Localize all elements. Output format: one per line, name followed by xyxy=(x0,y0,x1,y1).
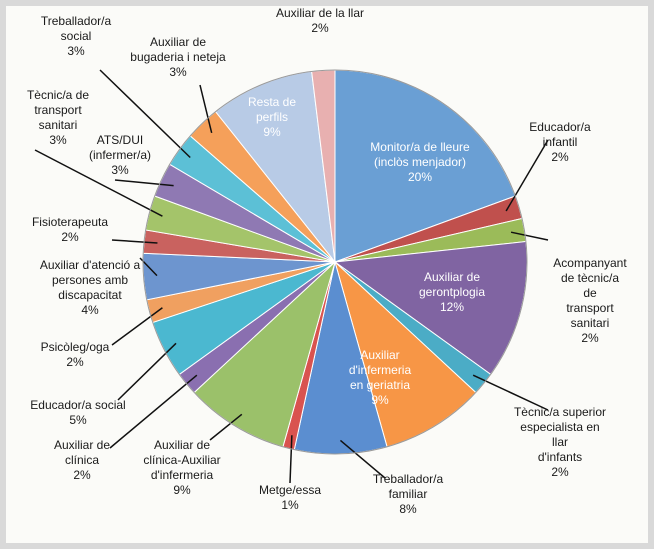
leader-line xyxy=(339,439,386,479)
category-name: Metge/essa xyxy=(258,483,322,497)
category-name: Educador/a infantil xyxy=(529,120,591,149)
slice-label: Educador/a infantil 2% xyxy=(513,120,607,165)
leader-line xyxy=(34,149,163,217)
value-label: 2% xyxy=(66,355,84,369)
leader-line xyxy=(114,179,174,187)
category-name: Treballador/a social xyxy=(40,14,112,43)
leader-line xyxy=(510,231,549,241)
value-label: 9% xyxy=(371,393,389,407)
slice-label: Tècnic/a superior especialista en llar d… xyxy=(513,405,607,480)
leader-line xyxy=(111,239,158,244)
slice-label: Auxiliar de gerontplogia 12% xyxy=(419,270,485,315)
category-name: Fisioterapeuta xyxy=(31,215,109,229)
category-name: Tècnic/a superior especialista en llar d… xyxy=(513,405,607,464)
value-label: 3% xyxy=(67,44,85,58)
slice-label: Auxiliar d'infermeria en geriatria 9% xyxy=(349,348,411,408)
value-label: 2% xyxy=(311,21,329,35)
category-name: ATS/DUI (infermer/a) xyxy=(88,133,152,162)
category-name: Tècnic/a de transport sanitari xyxy=(26,88,90,132)
category-name: Resta de perfils xyxy=(247,95,297,124)
slice-label: Auxiliar de la llar 2% xyxy=(276,6,364,36)
leader-line xyxy=(117,342,177,401)
value-label: 2% xyxy=(551,150,569,164)
pie-edge xyxy=(142,69,528,455)
slice-label: Acompanyant de tècnic/a de transport san… xyxy=(553,256,626,346)
slice-label: Auxiliar de bugaderia i neteja 3% xyxy=(130,35,225,80)
leader-line xyxy=(109,374,198,449)
value-label: 9% xyxy=(173,483,191,497)
slice-label: Fisioterapeuta 2% xyxy=(32,215,108,245)
value-label: 2% xyxy=(73,468,91,482)
category-name: Auxiliar de bugaderia i neteja xyxy=(130,35,226,64)
category-name: Monitor/a de lleure (inclòs menjador) xyxy=(370,140,470,169)
value-label: 2% xyxy=(551,465,569,479)
category-name: Auxiliar de gerontplogia xyxy=(418,270,486,299)
value-label: 12% xyxy=(439,300,465,314)
leader-line xyxy=(111,307,163,346)
slice-label: Treballador/a social 3% xyxy=(41,14,111,59)
category-name: Auxiliar de la llar xyxy=(275,6,365,20)
slice-label: Tècnic/a de transport sanitari 3% xyxy=(27,88,89,148)
value-label: 9% xyxy=(263,125,281,139)
slice-label: Auxiliar de clínica-Auxiliar d'infermeri… xyxy=(143,438,220,498)
category-name: Psicòleg/oga xyxy=(40,340,110,354)
category-name: Educador/a social xyxy=(30,398,126,412)
slice-label: Resta de perfils 9% xyxy=(248,95,296,140)
slice-label: Auxiliar de clínica 2% xyxy=(54,438,110,483)
slice-label: Auxiliar d'atenció a persones amb discap… xyxy=(40,258,140,318)
value-label: 3% xyxy=(49,133,67,147)
slice-label: Psicòleg/oga 2% xyxy=(41,340,110,370)
slice-label: Educador/a social 5% xyxy=(30,398,125,428)
slice-label: ATS/DUI (infermer/a) 3% xyxy=(89,133,151,178)
value-label: 3% xyxy=(111,163,129,177)
value-label: 8% xyxy=(399,502,417,516)
slice-label: Metge/essa 1% xyxy=(259,483,321,513)
category-name: Auxiliar de clínica-Auxiliar d'infermeri… xyxy=(143,438,221,482)
category-name: Auxiliar d'atenció a persones amb discap… xyxy=(39,258,141,302)
value-label: 20% xyxy=(407,170,433,184)
category-name: Acompanyant de tècnic/a de transport san… xyxy=(553,256,627,330)
slice-label: Monitor/a de lleure (inclòs menjador) 20% xyxy=(370,140,469,185)
category-name: Treballador/a familiar xyxy=(372,472,444,501)
value-label: 1% xyxy=(281,498,299,512)
value-label: 5% xyxy=(69,413,87,427)
slice-label: Treballador/a familiar 8% xyxy=(373,472,443,517)
leader-line xyxy=(99,69,191,159)
value-label: 4% xyxy=(81,303,99,317)
leader-line xyxy=(289,435,293,484)
category-name: Auxiliar d'infermeria en geriatria xyxy=(348,348,412,392)
leader-line xyxy=(209,413,243,441)
leader-line xyxy=(199,84,213,134)
category-name: Auxiliar de clínica xyxy=(53,438,111,467)
value-label: 3% xyxy=(169,65,187,79)
value-label: 2% xyxy=(61,230,79,244)
value-label: 2% xyxy=(581,331,599,345)
leader-line xyxy=(505,139,549,212)
